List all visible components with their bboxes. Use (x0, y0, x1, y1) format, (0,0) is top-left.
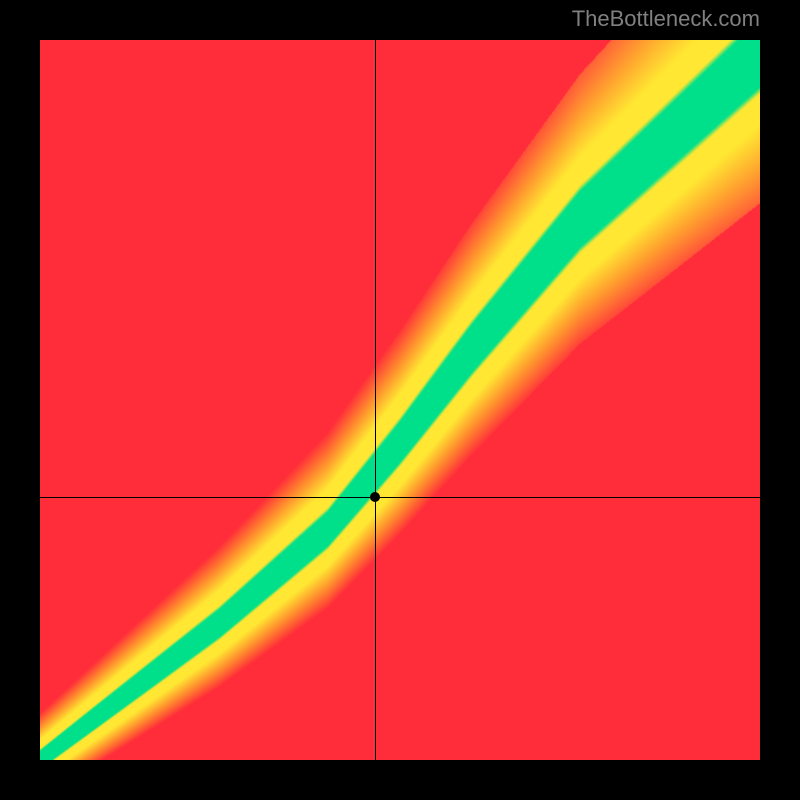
chart-frame: TheBottleneck.com (0, 0, 800, 800)
crosshair-dot (370, 492, 380, 502)
watermark-text: TheBottleneck.com (572, 6, 760, 32)
crosshair-vertical (375, 40, 376, 760)
heatmap-plot (40, 40, 760, 760)
heatmap-canvas (40, 40, 760, 760)
crosshair-horizontal (40, 497, 760, 498)
